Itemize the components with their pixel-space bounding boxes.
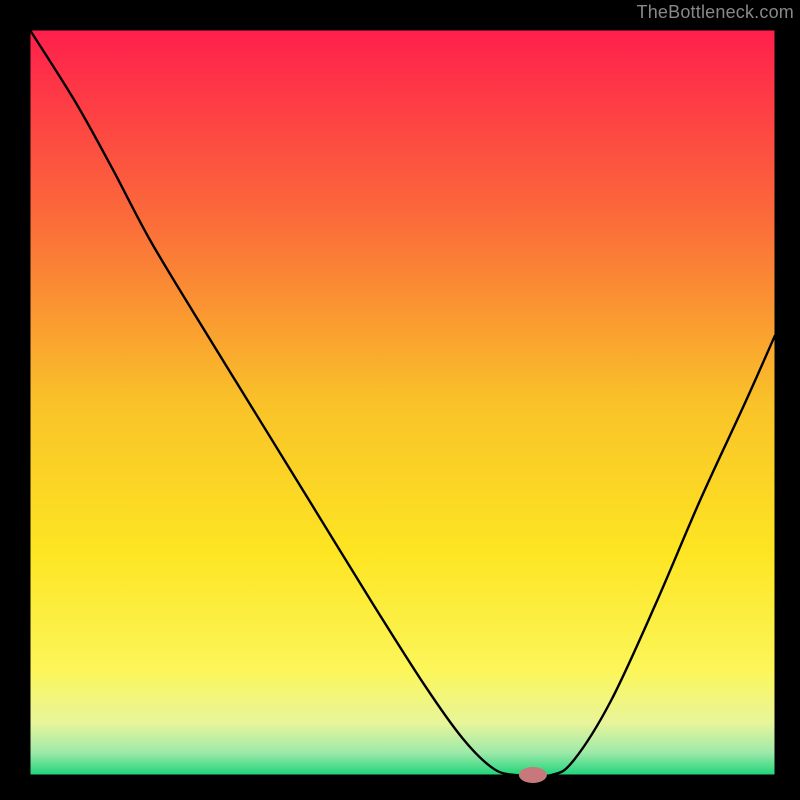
optimal-point-marker	[519, 767, 547, 783]
chart-container: TheBottleneck.com	[0, 0, 800, 800]
plot-area	[30, 30, 775, 775]
watermark-text: TheBottleneck.com	[637, 2, 794, 23]
bottleneck-curve-chart	[0, 0, 800, 800]
